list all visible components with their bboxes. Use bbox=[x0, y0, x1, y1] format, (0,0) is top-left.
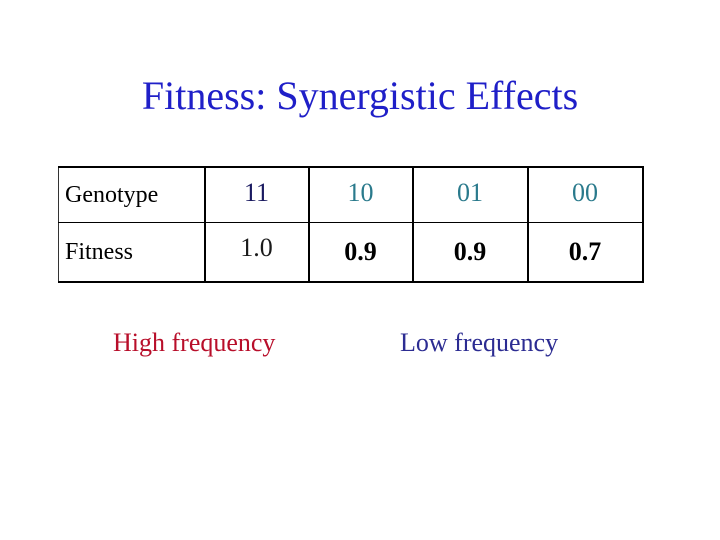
fitness-10: 0.9 bbox=[307, 222, 413, 282]
genotype-01: 01 bbox=[411, 167, 528, 223]
fitness-row: Fitness 1.0 0.9 0.9 0.7 bbox=[59, 222, 643, 282]
fitness-11: 1.0 bbox=[203, 222, 309, 282]
genotype-10: 10 bbox=[307, 167, 413, 223]
fitness-label: Fitness bbox=[65, 238, 134, 265]
low-frequency-note: Low frequency bbox=[400, 328, 559, 357]
genotype-11: 11 bbox=[203, 167, 309, 223]
slide-title: Fitness: Synergistic Effects bbox=[141, 73, 579, 118]
genotype-row: Genotype 11 10 01 00 bbox=[58, 167, 643, 223]
fitness-01: 0.9 bbox=[411, 222, 528, 282]
genotype-label: Genotype bbox=[58, 167, 205, 223]
fitness-table: Genotype 11 10 01 00 Fitness 1.0 0.9 0.9… bbox=[58, 166, 644, 283]
high-frequency-note: High frequency bbox=[113, 328, 276, 357]
fitness-00: 0.7 bbox=[526, 222, 643, 282]
genotype-00: 00 bbox=[526, 167, 643, 223]
